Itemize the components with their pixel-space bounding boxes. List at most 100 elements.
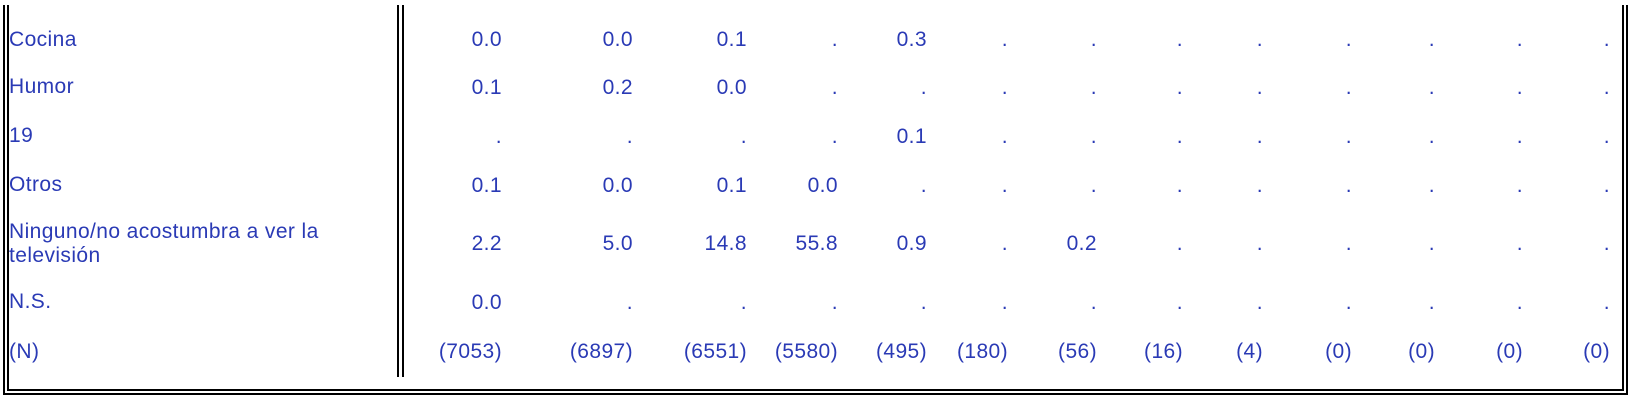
value-cell: . xyxy=(831,75,838,99)
value-cell: . xyxy=(1516,173,1523,197)
value-cell: . xyxy=(1001,124,1008,148)
value-cell: . xyxy=(1176,290,1183,314)
value-cell: . xyxy=(1090,173,1097,197)
value-cell: 55.8 xyxy=(795,232,838,255)
row-label: Ninguno/no acostumbra a ver la televisió… xyxy=(9,210,404,278)
value-cell: (0) xyxy=(1496,340,1523,363)
row-label: Cocina xyxy=(9,5,404,63)
value-cell: (180) xyxy=(956,340,1008,363)
value-cell: . xyxy=(1428,28,1435,51)
value-cell: . xyxy=(831,28,838,51)
value-cell: . xyxy=(1603,124,1610,148)
value-cell: . xyxy=(1345,75,1352,99)
value-cell: . xyxy=(1256,124,1263,148)
value-cell: 0.0 xyxy=(807,173,838,197)
value-cell: (495) xyxy=(875,340,927,363)
value-cell: . xyxy=(1001,75,1008,99)
value-cell: 2.2 xyxy=(471,232,502,255)
value-cell: . xyxy=(1176,124,1183,148)
value-cell: (56) xyxy=(1058,340,1097,363)
value-cell: (0) xyxy=(1408,340,1435,363)
value-cell: . xyxy=(1345,28,1352,51)
value-cell: 0.9 xyxy=(896,232,927,255)
value-cell: . xyxy=(1428,173,1435,197)
value-cell: (6551) xyxy=(683,340,747,363)
table-row: (N) (7053) (6897) (6551) (5580) (495) (1… xyxy=(9,327,1622,377)
value-cell: . xyxy=(1345,173,1352,197)
value-cell: . xyxy=(1603,232,1610,255)
value-cell: 0.2 xyxy=(602,75,633,99)
value-cell: . xyxy=(1256,28,1263,51)
value-cell: . xyxy=(1001,290,1008,314)
row-label: (N) xyxy=(9,327,404,377)
value-cell: . xyxy=(1428,232,1435,255)
value-cell: . xyxy=(920,290,927,314)
value-cell: . xyxy=(1256,290,1263,314)
value-cell: . xyxy=(1516,124,1523,148)
value-cell: . xyxy=(1345,124,1352,148)
value-cell: . xyxy=(626,290,633,314)
value-cell: . xyxy=(831,124,838,148)
value-cell: . xyxy=(1090,124,1097,148)
value-cell: (4) xyxy=(1236,340,1263,363)
table-row: 19 . . . . 0.1 . . . . . . . . xyxy=(9,112,1622,161)
value-cell: 5.0 xyxy=(602,232,633,255)
value-cell: . xyxy=(920,173,927,197)
value-cell: . xyxy=(1428,75,1435,99)
value-cell: 0.1 xyxy=(471,173,502,197)
value-cell: . xyxy=(1345,232,1352,255)
value-cell: . xyxy=(1603,290,1610,314)
value-cell: . xyxy=(1090,290,1097,314)
value-cell: . xyxy=(1256,75,1263,99)
value-cell: . xyxy=(1516,232,1523,255)
value-cell: . xyxy=(1001,28,1008,51)
value-cell: 0.0 xyxy=(716,75,747,99)
table-row: Otros 0.1 0.0 0.1 0.0 . . . . . . . . . xyxy=(9,161,1622,210)
value-cell: . xyxy=(1516,75,1523,99)
table-row: Cocina 0.0 0.0 0.1 . 0.3 . . . . . . . . xyxy=(9,5,1622,63)
value-cell: . xyxy=(1176,28,1183,51)
value-cell: . xyxy=(1256,232,1263,255)
value-cell: . xyxy=(1176,75,1183,99)
value-cell: . xyxy=(1603,75,1610,99)
value-cell: 0.1 xyxy=(896,124,927,148)
value-cell: . xyxy=(831,290,838,314)
value-cell: (16) xyxy=(1144,340,1183,363)
value-cell: . xyxy=(1516,290,1523,314)
value-cell: . xyxy=(740,124,747,148)
value-cell: 0.1 xyxy=(716,173,747,197)
value-cell: 0.3 xyxy=(896,28,927,51)
value-cell: . xyxy=(1603,173,1610,197)
data-table: Cocina 0.0 0.0 0.1 . 0.3 . . . . . . . .… xyxy=(9,5,1622,377)
value-cell: 14.8 xyxy=(704,232,747,255)
table-row: Humor 0.1 0.2 0.0 . . . . . . . . . . xyxy=(9,63,1622,112)
value-cell: 0.1 xyxy=(471,75,502,99)
value-cell: 0.1 xyxy=(716,28,747,51)
value-cell: 0.0 xyxy=(471,28,502,51)
value-cell: . xyxy=(1428,290,1435,314)
row-label: Humor xyxy=(9,63,404,112)
value-cell: 0.0 xyxy=(471,290,502,314)
value-cell: 0.0 xyxy=(602,28,633,51)
value-cell: . xyxy=(1090,75,1097,99)
value-cell: . xyxy=(1428,124,1435,148)
value-cell: . xyxy=(1516,28,1523,51)
value-cell: (5580) xyxy=(774,340,838,363)
row-label: Otros xyxy=(9,161,404,210)
value-cell: . xyxy=(1256,173,1263,197)
value-cell: . xyxy=(920,75,927,99)
value-cell: . xyxy=(626,124,633,148)
value-cell: (6897) xyxy=(569,340,633,363)
row-label: 19 xyxy=(9,112,404,161)
value-cell: . xyxy=(1603,28,1610,51)
table-row: N.S. 0.0 . . . . . . . . . . . . xyxy=(9,278,1622,327)
value-cell: . xyxy=(1176,173,1183,197)
value-cell: . xyxy=(1090,28,1097,51)
value-cell: 0.2 xyxy=(1066,232,1097,255)
value-cell: (0) xyxy=(1325,340,1352,363)
row-label: N.S. xyxy=(9,278,404,327)
value-cell: . xyxy=(495,124,502,148)
results-table: Cocina 0.0 0.0 0.1 . 0.3 . . . . . . . .… xyxy=(3,5,1628,395)
value-cell: (0) xyxy=(1583,340,1610,363)
value-cell: . xyxy=(1345,290,1352,314)
